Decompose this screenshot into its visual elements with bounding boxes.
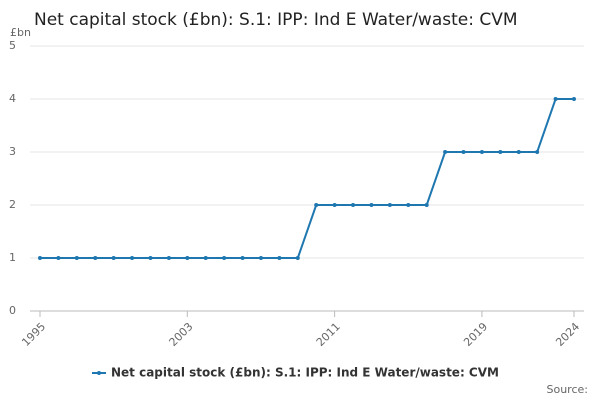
x-tick-label: 1995 xyxy=(19,320,48,349)
data-point xyxy=(258,256,263,260)
data-point xyxy=(535,150,540,154)
y-tick-label: 3 xyxy=(9,145,16,158)
data-point xyxy=(443,150,448,154)
data-point xyxy=(332,203,337,207)
data-point xyxy=(516,150,521,154)
x-tick-label: 2024 xyxy=(553,320,582,349)
data-point xyxy=(222,256,227,260)
data-point xyxy=(203,256,208,260)
data-point xyxy=(387,203,392,207)
y-tick-label: 0 xyxy=(9,304,16,317)
data-point xyxy=(148,256,153,260)
data-point xyxy=(553,97,558,101)
data-point xyxy=(351,203,356,207)
data-point xyxy=(111,256,116,260)
data-point xyxy=(406,203,411,207)
data-point xyxy=(295,256,300,260)
y-axis-label: £bn xyxy=(10,26,31,39)
data-point xyxy=(424,203,429,207)
x-tick-label: 2003 xyxy=(167,320,196,349)
data-point xyxy=(369,203,374,207)
data-point xyxy=(277,256,282,260)
y-tick-label: 4 xyxy=(9,92,16,105)
data-point xyxy=(166,256,171,260)
data-point xyxy=(74,256,79,260)
data-point xyxy=(185,256,190,260)
data-point xyxy=(479,150,484,154)
y-tick-label: 2 xyxy=(9,198,16,211)
data-point xyxy=(38,256,42,260)
legend-marker xyxy=(97,371,101,375)
x-tick-label: 2019 xyxy=(461,320,490,349)
x-tick-label: 2011 xyxy=(314,320,343,349)
data-point xyxy=(314,203,319,207)
y-tick-label: 1 xyxy=(9,251,16,264)
chart-title: Net capital stock (£bn): S.1: IPP: Ind E… xyxy=(34,10,518,30)
data-point xyxy=(498,150,503,154)
data-point xyxy=(56,256,61,260)
source: Source: xyxy=(547,383,589,396)
data-point xyxy=(93,256,98,260)
data-point xyxy=(130,256,135,260)
legend-label: Net capital stock (£bn): S.1: IPP: Ind E… xyxy=(111,366,499,380)
y-tick-label: 5 xyxy=(9,39,16,52)
data-point xyxy=(572,97,576,101)
data-line xyxy=(40,98,574,259)
data-point xyxy=(461,150,466,154)
data-point xyxy=(240,256,245,260)
